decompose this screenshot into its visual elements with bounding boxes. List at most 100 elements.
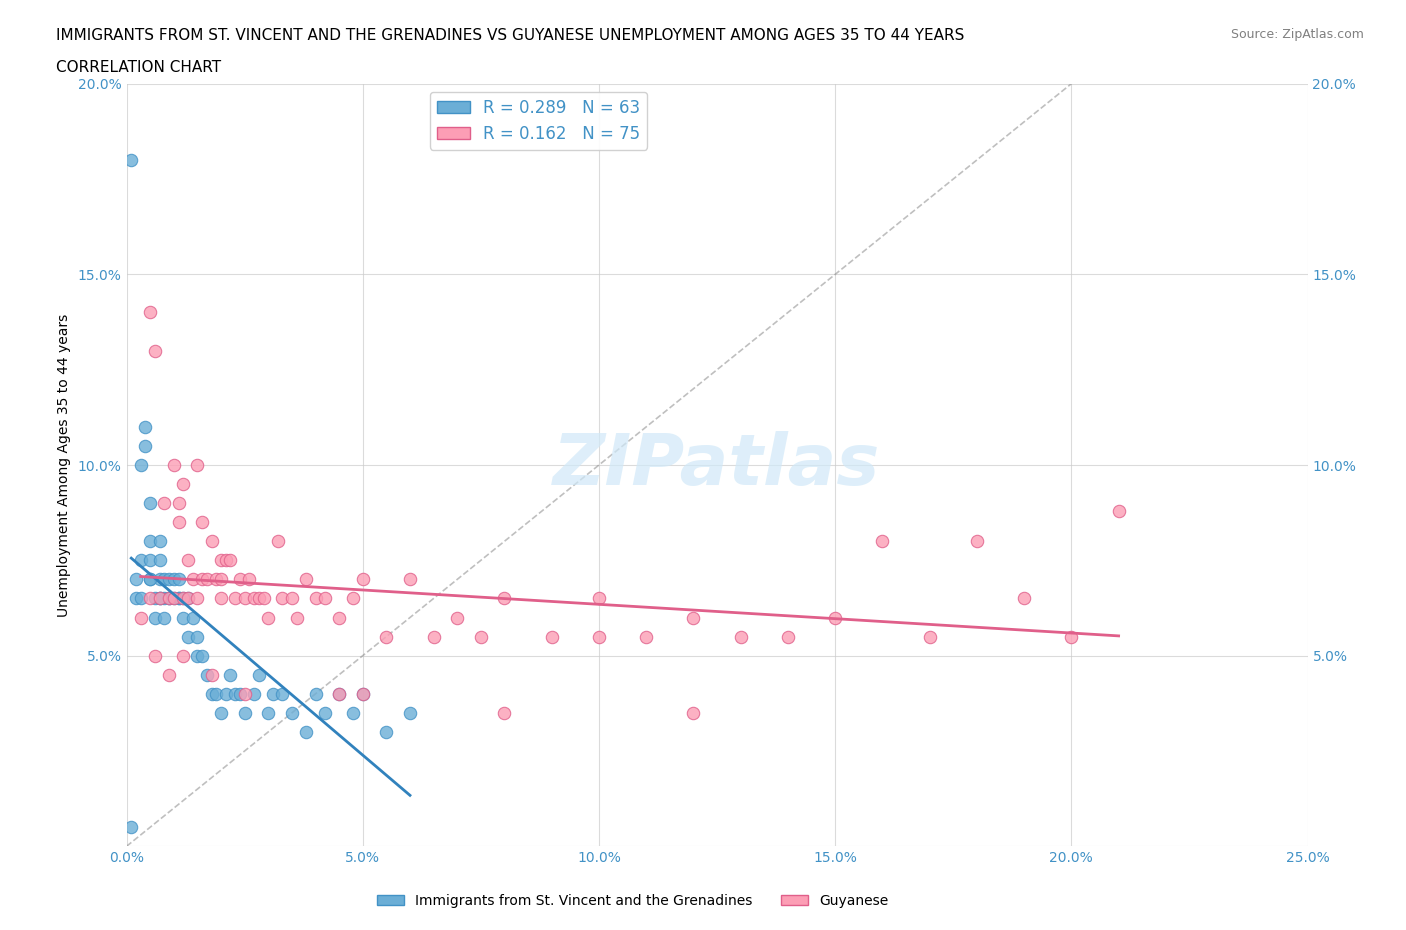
Point <box>149 591 172 606</box>
Point <box>129 458 152 472</box>
Point <box>163 572 186 587</box>
Point <box>157 572 180 587</box>
Point <box>233 686 256 701</box>
Point <box>422 630 444 644</box>
Point <box>342 591 364 606</box>
Text: CORRELATION CHART: CORRELATION CHART <box>56 60 221 75</box>
Point <box>129 553 152 568</box>
Point <box>224 591 246 606</box>
Point <box>200 686 222 701</box>
Point <box>153 572 176 587</box>
Point <box>730 630 752 644</box>
Point <box>271 591 294 606</box>
Point <box>257 610 280 625</box>
Point <box>167 515 190 530</box>
Legend: R = 0.289   N = 63, R = 0.162   N = 75: R = 0.289 N = 63, R = 0.162 N = 75 <box>430 92 647 150</box>
Point <box>229 572 252 587</box>
Point <box>163 591 186 606</box>
Point <box>139 572 162 587</box>
Point <box>1012 591 1035 606</box>
Point <box>125 572 148 587</box>
Point <box>149 572 172 587</box>
Point <box>157 668 180 683</box>
Point <box>257 706 280 721</box>
Point <box>295 572 318 587</box>
Point <box>1060 630 1083 644</box>
Point <box>149 591 172 606</box>
Point <box>139 591 162 606</box>
Point <box>682 706 704 721</box>
Point <box>143 648 166 663</box>
Point <box>209 572 232 587</box>
Point <box>172 477 194 492</box>
Point <box>540 630 562 644</box>
Point <box>224 686 246 701</box>
Point <box>195 572 218 587</box>
Point <box>143 610 166 625</box>
Point <box>139 553 162 568</box>
Text: Source: ZipAtlas.com: Source: ZipAtlas.com <box>1230 28 1364 41</box>
Point <box>149 553 172 568</box>
Point <box>172 591 194 606</box>
Point <box>195 668 218 683</box>
Point <box>153 610 176 625</box>
Point <box>163 458 186 472</box>
Point <box>209 553 232 568</box>
Point <box>181 610 204 625</box>
Point <box>215 553 238 568</box>
Point <box>399 572 422 587</box>
Point <box>776 630 799 644</box>
Point <box>186 648 208 663</box>
Point <box>209 591 232 606</box>
Point <box>167 572 190 587</box>
Point <box>163 591 186 606</box>
Point <box>191 572 214 587</box>
Point <box>167 591 190 606</box>
Point <box>247 591 270 606</box>
Point <box>271 686 294 701</box>
Point <box>247 668 270 683</box>
Point <box>200 534 222 549</box>
Point <box>139 496 162 511</box>
Point <box>167 496 190 511</box>
Point <box>134 439 156 454</box>
Point <box>285 610 308 625</box>
Point <box>328 610 350 625</box>
Point <box>177 591 200 606</box>
Point <box>229 686 252 701</box>
Point <box>177 553 200 568</box>
Point <box>205 572 228 587</box>
Point <box>139 534 162 549</box>
Legend: Immigrants from St. Vincent and the Grenadines, Guyanese: Immigrants from St. Vincent and the Gren… <box>371 889 894 914</box>
Point <box>205 686 228 701</box>
Point <box>872 534 894 549</box>
Point <box>191 515 214 530</box>
Point <box>328 686 350 701</box>
Point <box>281 591 304 606</box>
Point <box>177 630 200 644</box>
Point <box>139 572 162 587</box>
Point <box>252 591 274 606</box>
Point <box>1108 503 1130 518</box>
Point <box>143 591 166 606</box>
Point <box>186 630 208 644</box>
Point <box>120 153 142 167</box>
Point <box>129 591 152 606</box>
Point <box>238 572 260 587</box>
Text: IMMIGRANTS FROM ST. VINCENT AND THE GRENADINES VS GUYANESE UNEMPLOYMENT AMONG AG: IMMIGRANTS FROM ST. VINCENT AND THE GREN… <box>56 28 965 43</box>
Point <box>233 591 256 606</box>
Point <box>375 724 398 739</box>
Point <box>375 630 398 644</box>
Point <box>682 610 704 625</box>
Point <box>157 591 180 606</box>
Point <box>209 706 232 721</box>
Point <box>153 591 176 606</box>
Point <box>352 572 374 587</box>
Point <box>399 706 422 721</box>
Point <box>494 706 516 721</box>
Point <box>200 668 222 683</box>
Point <box>588 630 610 644</box>
Point <box>219 553 242 568</box>
Point <box>172 610 194 625</box>
Point <box>191 648 214 663</box>
